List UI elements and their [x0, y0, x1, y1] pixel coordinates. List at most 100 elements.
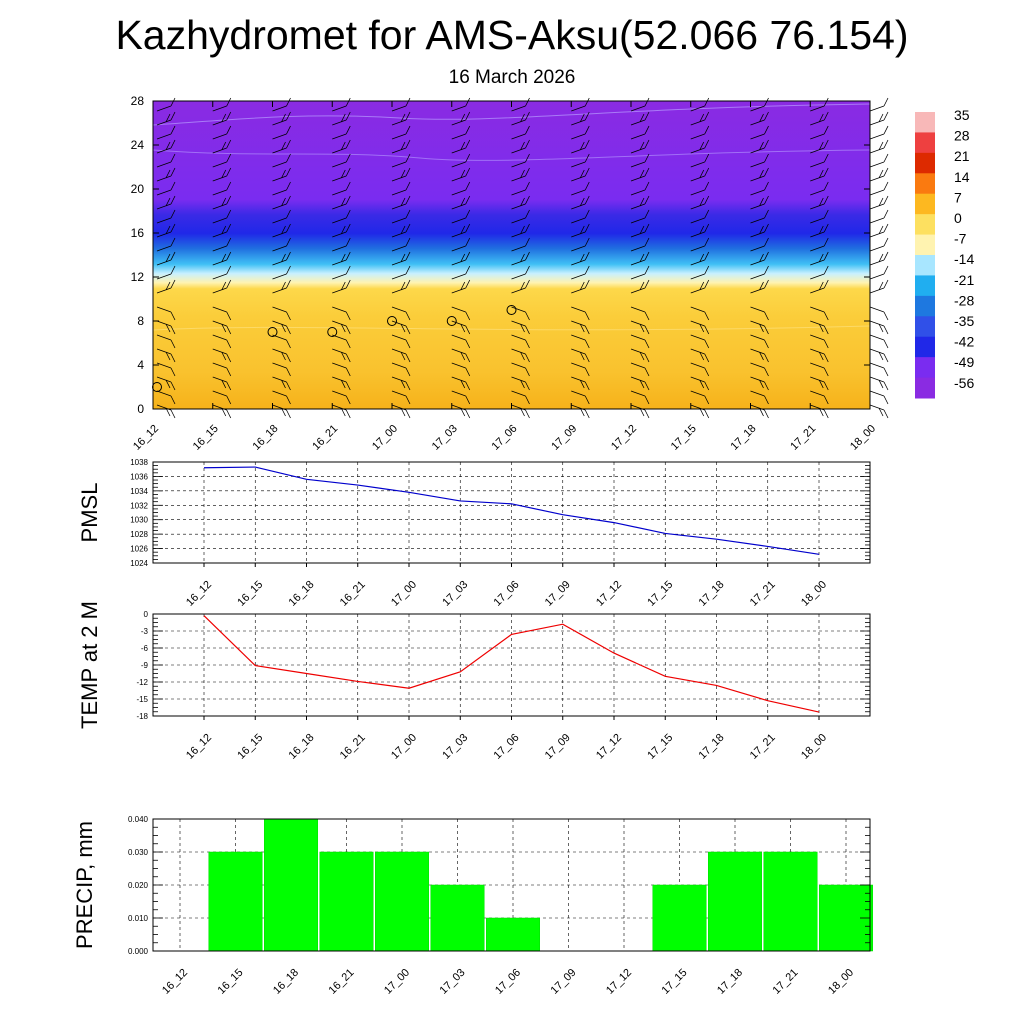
- wind-barb: [212, 237, 232, 252]
- contour-line: [152, 149, 871, 161]
- wind-barb: [630, 237, 650, 252]
- wind-barb: [156, 139, 176, 154]
- wind-barb: [451, 376, 471, 391]
- wind-barb: [451, 320, 471, 335]
- colorbar-label: 28: [954, 128, 970, 144]
- wind-barb: [212, 279, 232, 294]
- wind-barb: [212, 348, 232, 363]
- wind-barb: [156, 320, 176, 335]
- y-tick-label: -18: [136, 712, 148, 721]
- y-tick-label: 28: [131, 94, 145, 108]
- wind-barb: [630, 153, 650, 168]
- wind-barb: [571, 209, 590, 224]
- wind-barb: [511, 376, 530, 391]
- wind-barb: [272, 251, 291, 266]
- x-tick-label: 17_06: [492, 579, 522, 609]
- x-tick-label: 17_18: [697, 579, 727, 609]
- wind-barb: [156, 167, 176, 182]
- wind-barb: [272, 320, 291, 335]
- wind-barb: [391, 181, 411, 196]
- wind-barb: [630, 111, 650, 126]
- x-tick-label: 17_09: [549, 967, 579, 997]
- wind-barb: [212, 209, 232, 224]
- colorbar-swatch: [915, 336, 935, 358]
- wind-barb: [212, 97, 232, 112]
- wind-barb: [272, 348, 291, 363]
- wind-barb: [391, 237, 411, 252]
- wind-barb: [690, 376, 710, 391]
- wind-barb: [810, 237, 829, 252]
- x-tick-label: 16_15: [235, 732, 265, 762]
- wind-barb: [391, 348, 411, 363]
- y-axis-label: PRECIP, mm: [72, 821, 97, 949]
- calm-marker: [267, 327, 278, 337]
- wind-barb: [156, 279, 176, 294]
- wind-barb: [690, 167, 710, 182]
- colorbar-swatch: [915, 377, 935, 399]
- wind-barb: [571, 251, 590, 266]
- wind-barb: [571, 153, 590, 168]
- wind-barb: [511, 348, 530, 363]
- y-tick-label: 8: [137, 314, 144, 328]
- wind-barb: [332, 237, 351, 252]
- x-tick-label: 16_18: [287, 732, 317, 762]
- wind-barb: [571, 97, 590, 112]
- colorbar-label: 21: [954, 148, 970, 164]
- wind-barb: [869, 390, 889, 405]
- wind-barb: [391, 167, 411, 182]
- wind-barb: [212, 251, 232, 266]
- x-tick-label: 16_12: [160, 967, 190, 997]
- y-tick-label: 24: [131, 138, 145, 152]
- precip-bar: [430, 884, 485, 952]
- precip-bar: [319, 851, 374, 952]
- wind-barb: [869, 139, 889, 154]
- wind-barb: [332, 362, 351, 377]
- wind-barb: [212, 181, 232, 196]
- wind-barb: [630, 390, 650, 405]
- wind-barb: [156, 153, 176, 168]
- wind-barb: [156, 265, 176, 280]
- y-tick-label: 1024: [130, 559, 148, 568]
- wind-barb: [810, 111, 829, 126]
- precip-bar: [264, 818, 318, 952]
- wind-barb: [272, 279, 291, 294]
- wind-barb: [810, 97, 829, 112]
- colorbar-swatch: [915, 234, 935, 256]
- wind-barb: [630, 195, 650, 210]
- x-tick-label: 17_15: [645, 579, 675, 609]
- wind-barb: [690, 125, 710, 140]
- y-tick-label: 0: [137, 402, 144, 416]
- wind-barb: [571, 306, 590, 321]
- wind-barb: [451, 181, 471, 196]
- y-tick-label: 1034: [130, 487, 148, 496]
- wind-barb: [571, 390, 590, 405]
- wind-barb: [810, 223, 829, 238]
- x-tick-label: 16_21: [327, 967, 357, 997]
- wind-barb: [511, 195, 530, 210]
- wind-barb: [511, 251, 530, 266]
- y-axis-label: TEMP at 2 M: [77, 601, 102, 729]
- wind-barb: [630, 362, 650, 377]
- wind-barb: [511, 334, 530, 349]
- wind-barb: [630, 279, 650, 294]
- x-tick-label: 17_00: [389, 732, 419, 762]
- wind-barb: [391, 223, 411, 238]
- wind-barb: [511, 265, 530, 280]
- wind-barb: [156, 390, 176, 405]
- y-tick-label: -3: [141, 627, 149, 636]
- x-tick-label: 17_12: [604, 967, 634, 997]
- wind-barb: [391, 153, 411, 168]
- wind-barb: [690, 279, 710, 294]
- wind-barb: [750, 237, 769, 252]
- colorbar-swatch: [915, 255, 935, 276]
- wind-barb: [750, 195, 769, 210]
- y-tick-label: 1028: [130, 530, 148, 539]
- wind-barb: [571, 362, 590, 377]
- wind-barb: [630, 265, 650, 280]
- wind-barb: [451, 265, 471, 280]
- wind-barb: [571, 181, 590, 196]
- wind-barb: [156, 251, 176, 266]
- wind-barb: [869, 320, 889, 335]
- wind-barb: [511, 223, 530, 238]
- wind-barb: [750, 139, 769, 154]
